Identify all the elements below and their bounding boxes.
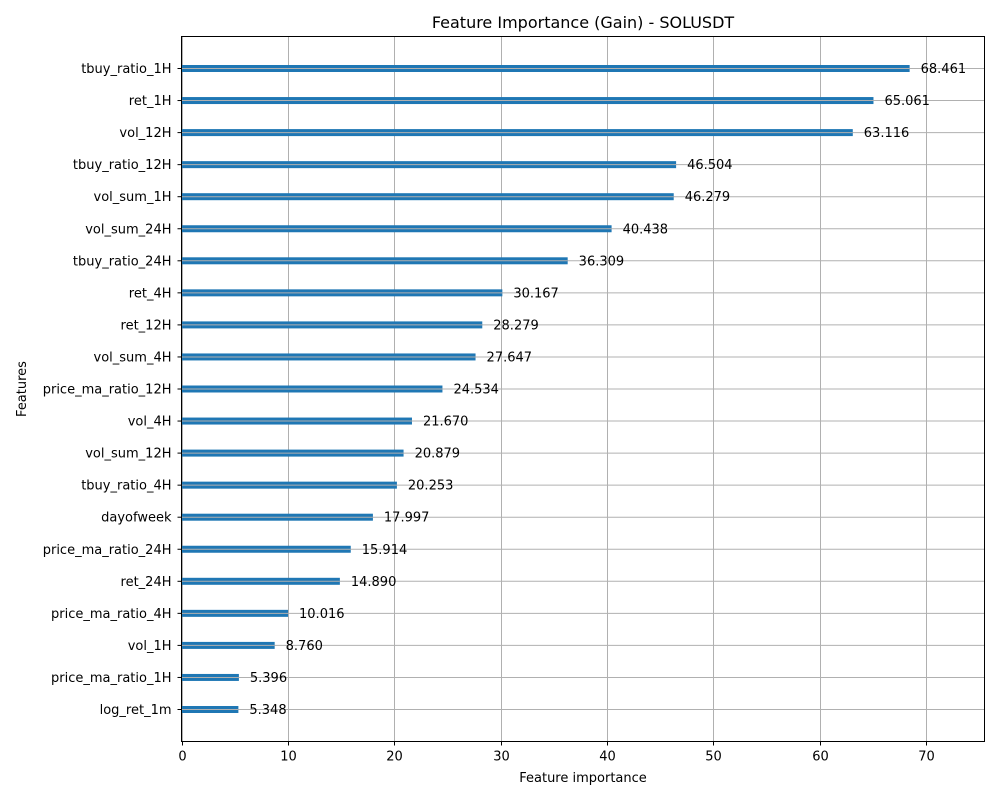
value-label: 17.997: [384, 511, 430, 526]
x-tick-label: 0: [178, 750, 186, 765]
y-tick-label: ret_4H: [129, 286, 172, 301]
y-tick-label: price_ma_ratio_12H: [43, 383, 172, 398]
x-tick-label: 10: [280, 750, 297, 765]
y-tick-label: price_ma_ratio_24H: [43, 543, 172, 558]
value-label: 68.461: [921, 62, 967, 77]
y-tick-label: vol_sum_24H: [85, 222, 171, 237]
value-labels: 68.461 65.061 63.116 46.504 46.279 40.438 36.3…: [249, 62, 966, 718]
value-label: 5.396: [250, 671, 287, 686]
y-tick-label: tbuy_ratio_12H: [73, 158, 172, 173]
y-tick-label: price_ma_ratio_4H: [51, 607, 172, 622]
value-label: 27.647: [487, 350, 532, 365]
y-tick-label: ret_24H: [121, 575, 172, 590]
value-label: 36.309: [579, 254, 625, 269]
y-tick-label: vol_sum_4H: [94, 350, 172, 365]
y-axis-ticks: tbuy_ratio_1H ret_1H vol_12H tbuy_ratio_12H…: [43, 62, 182, 718]
y-tick-label: vol_4H: [128, 415, 172, 430]
x-tick-label: 30: [493, 750, 510, 765]
x-tick-label: 50: [705, 750, 722, 765]
value-label: 28.279: [493, 318, 538, 333]
value-label: 20.879: [415, 447, 461, 462]
value-label: 21.670: [423, 415, 469, 430]
value-label: 20.253: [408, 479, 454, 494]
y-tick-label: tbuy_ratio_1H: [81, 62, 171, 77]
y-tick-label: tbuy_ratio_4H: [81, 479, 171, 494]
y-tick-label: vol_12H: [119, 126, 171, 141]
value-label: 10.016: [299, 607, 345, 622]
x-tick-label: 60: [812, 750, 829, 765]
x-tick-label: 70: [918, 750, 935, 765]
x-tick-label: 20: [386, 750, 403, 765]
value-label: 63.116: [864, 126, 910, 141]
y-tick-label: price_ma_ratio_1H: [51, 671, 172, 686]
x-axis-label: Feature importance: [519, 771, 647, 786]
value-label: 30.167: [513, 286, 559, 301]
y-tick-label: ret_1H: [129, 94, 172, 109]
y-axis-label: Features: [15, 361, 30, 417]
y-tick-label: vol_sum_12H: [85, 447, 171, 462]
value-label: 24.534: [453, 383, 499, 398]
value-label: 46.504: [687, 158, 733, 173]
x-axis-ticks: 0 10 20 30 40 50 60 70: [178, 741, 935, 765]
bar-layer: [181, 65, 910, 713]
y-tick-label: ret_12H: [121, 318, 172, 333]
value-label: 8.760: [286, 639, 323, 654]
y-tick-label: tbuy_ratio_24H: [73, 254, 172, 269]
y-tick-label: dayofweek: [101, 511, 172, 526]
y-tick-label: log_ret_1m: [100, 703, 172, 718]
y-tick-label: vol_1H: [128, 639, 172, 654]
value-label: 15.914: [362, 543, 408, 558]
x-tick-label: 40: [599, 750, 616, 765]
value-label: 65.061: [884, 94, 930, 109]
value-label: 40.438: [623, 222, 669, 237]
value-label: 14.890: [351, 575, 397, 590]
y-tick-label: vol_sum_1H: [94, 190, 172, 205]
value-label: 46.279: [685, 190, 731, 205]
chart-title: Feature Importance (Gain) - SOLUSDT: [432, 13, 735, 32]
value-label: 5.348: [249, 703, 286, 718]
